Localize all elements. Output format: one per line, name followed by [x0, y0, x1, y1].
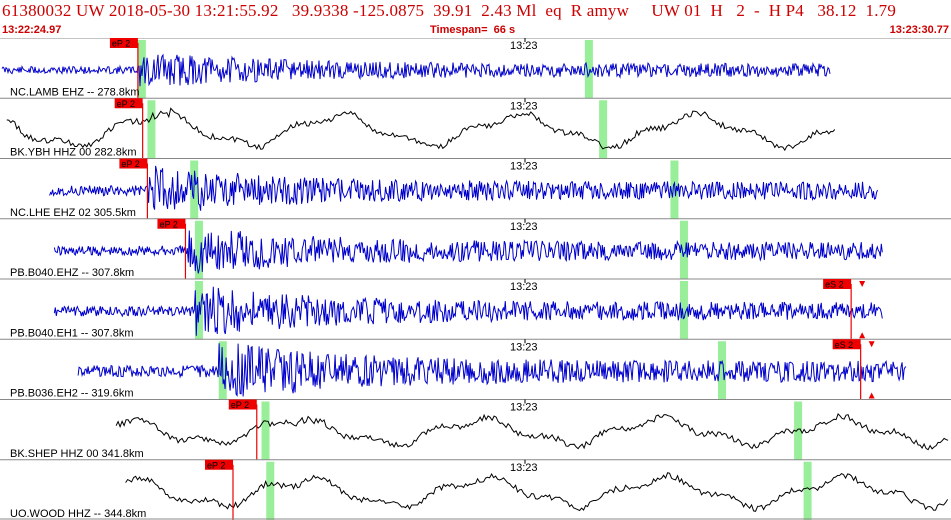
p-pick-flag [157, 218, 186, 229]
station-label: NC.LHE EHZ 02 305.5km [10, 207, 136, 219]
waveform-trace [53, 230, 883, 274]
station-label: UO.WOOD HHZ -- 344.8km [10, 508, 146, 520]
s-pick-flag [823, 279, 852, 289]
time-tick-label: 13:23 [510, 221, 538, 233]
p-pick-label: eP 2 [231, 400, 249, 410]
p-pick-label: eP 2 [121, 159, 139, 169]
p-pick-flag [228, 399, 257, 410]
waveform-trace [125, 472, 949, 512]
p-window-marker [261, 401, 270, 460]
p-pick-flag [119, 158, 148, 169]
time-tick-label: 13:23 [510, 402, 538, 414]
s-window-marker [679, 281, 688, 340]
p-pick-label: eP 2 [112, 39, 130, 49]
station-label: NC.LAMB EHZ -- 278.8km [10, 86, 140, 98]
s-pick-label: eS 2 [835, 340, 854, 350]
p-pick-flag [204, 459, 233, 470]
time-tick-label: 13:23 [510, 281, 538, 293]
s-pick-label: eS 2 [825, 280, 844, 290]
p-pick-label: eP 2 [207, 460, 225, 470]
s-window-marker [584, 40, 593, 99]
station-label: BK.SHEP HHZ 00 341.8km [10, 448, 144, 460]
p-window-marker [194, 220, 203, 279]
timespan-label: Timespan= 66 s [430, 24, 516, 36]
p-pick-label: eP 2 [159, 219, 177, 229]
p-pick-flag [109, 38, 138, 48]
p-window-marker [266, 461, 275, 520]
time-tick-label: 13:23 [510, 100, 538, 112]
p-window-marker [147, 100, 156, 159]
s-pick-arrow-down-icon [868, 341, 875, 348]
station-label: PB.B040.EH1 -- 307.8km [10, 327, 134, 339]
waveform-trace [1, 53, 831, 87]
waveform-trace [115, 412, 949, 451]
time-info-bar: 13:22:24.97 Timespan= 66 s 13:23:30.77 [0, 24, 951, 38]
s-window-marker [718, 341, 727, 400]
station-label: BK.YBH HHZ 00 282.8km [10, 147, 137, 159]
s-window-marker [794, 401, 803, 460]
s-window-marker [679, 220, 688, 279]
s-window-marker [803, 461, 812, 520]
s-pick-arrow-down-icon [859, 281, 866, 287]
s-pick-arrow-up-icon [868, 392, 875, 399]
waveform-trace [53, 286, 883, 336]
station-label: PB.B040.EHZ -- 307.8km [10, 267, 134, 279]
time-tick-label: 13:23 [510, 341, 538, 353]
waveform-trace [6, 107, 836, 152]
p-pick-label: eP 2 [117, 99, 135, 109]
time-tick-label: 13:23 [510, 462, 538, 474]
s-window-marker [670, 160, 679, 219]
p-pick-flag [114, 98, 143, 109]
event-header: 61380032 UW 2018-05-30 13:21:55.92 39.93… [0, 0, 951, 24]
s-pick-flag [832, 339, 861, 350]
station-label: PB.B036.EH2 -- 319.6km [10, 388, 134, 400]
time-tick-label: 13:23 [510, 40, 538, 52]
end-time: 13:23:30.77 [889, 24, 949, 36]
p-window-marker [137, 40, 146, 99]
s-window-marker [599, 100, 608, 159]
s-pick-arrow-up-icon [859, 332, 866, 339]
time-tick-label: 13:23 [510, 161, 538, 173]
waveform-trace [49, 165, 878, 211]
waveform-trace [77, 343, 907, 397]
start-time: 13:22:24.97 [2, 24, 62, 36]
event-title: 61380032 UW 2018-05-30 13:21:55.92 39.93… [2, 1, 897, 20]
